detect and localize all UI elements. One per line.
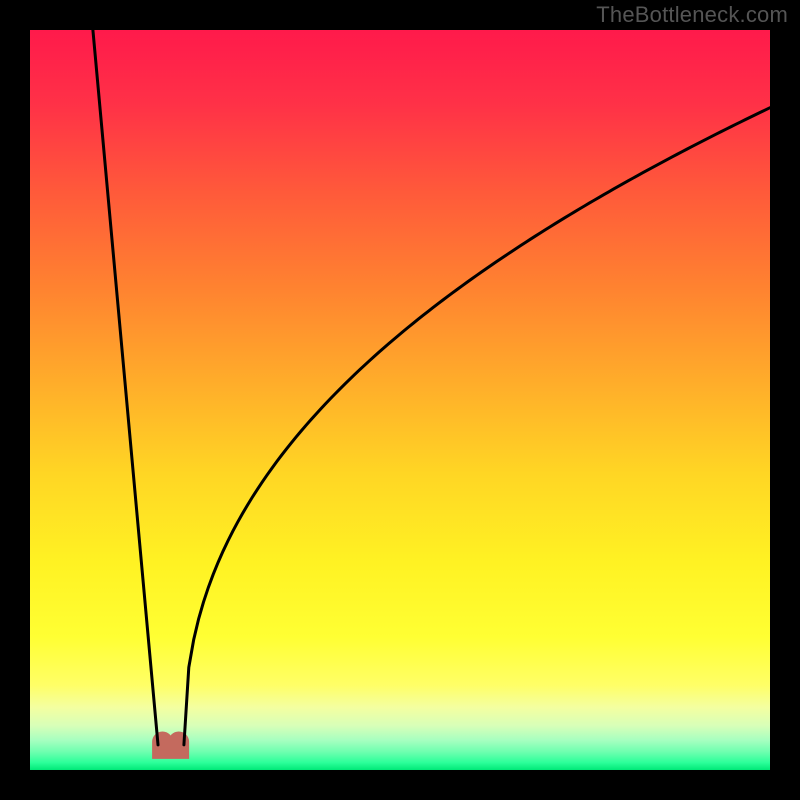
bottleneck-chart (0, 0, 800, 800)
plot-background (30, 30, 770, 770)
watermark-text: TheBottleneck.com (596, 2, 788, 28)
